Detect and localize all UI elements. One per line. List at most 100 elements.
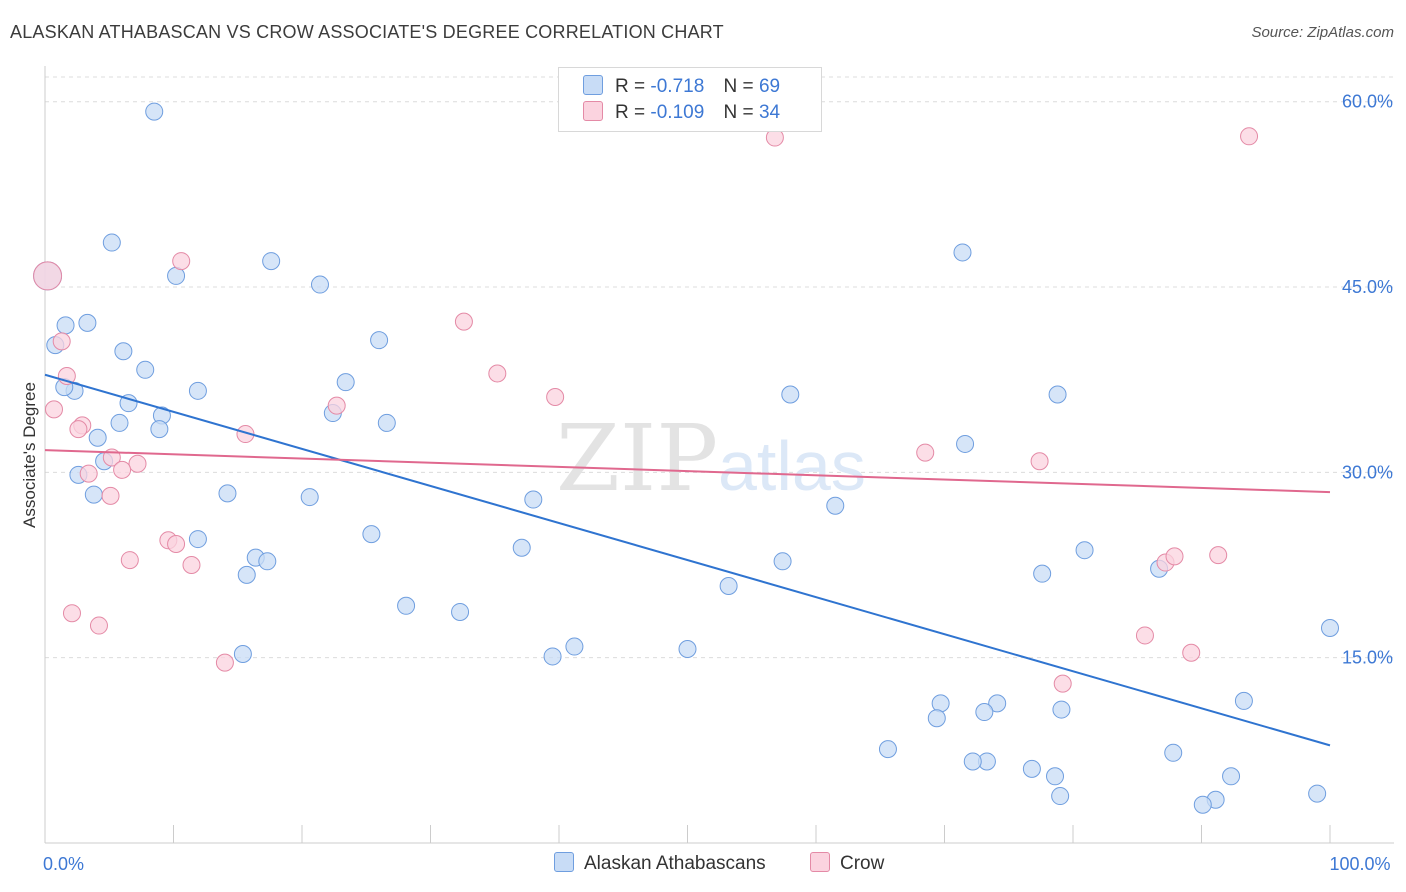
athabascan-point <box>1048 385 1067 404</box>
athabascan-point <box>975 703 994 722</box>
stats-r-label: R = <box>615 102 646 123</box>
athabascan-point <box>1033 564 1052 583</box>
athabascan-point <box>878 740 897 759</box>
athabascan-point <box>963 752 982 771</box>
athabascan-point <box>300 488 319 507</box>
athabascan-point <box>1321 619 1339 638</box>
stats-row-crow: R = -0.109 N = 34 <box>583 101 780 125</box>
crow-point <box>101 486 120 505</box>
athabascan-point <box>1051 787 1070 806</box>
athabascan-point <box>218 484 237 503</box>
crow-trend-line <box>44 449 1331 494</box>
y-tick-label: 60.0% <box>1342 92 1393 112</box>
athabascan-point <box>136 360 155 379</box>
crow-point <box>182 556 201 575</box>
y-axis-label: Associate's Degree <box>20 382 39 528</box>
athabascan-point <box>988 694 1007 713</box>
crow-point <box>215 653 234 672</box>
athabascan-point <box>953 243 972 262</box>
athabascan-point <box>1222 767 1241 786</box>
athabascan-point <box>237 565 256 584</box>
crow-point <box>120 551 139 570</box>
legend-item-crow[interactable]: Crow <box>810 852 884 876</box>
crow-point <box>546 387 565 406</box>
athabascan-point <box>826 496 845 515</box>
legend-swatch-crow <box>810 852 830 872</box>
athabascan-point <box>543 647 562 666</box>
legend-item-athabascan[interactable]: Alaskan Athabascans <box>554 852 766 876</box>
crow-point <box>454 312 473 331</box>
athabascan-point <box>451 602 470 621</box>
athabascan-point <box>262 252 281 271</box>
trend-lines <box>44 373 1331 747</box>
athabascan-point <box>84 485 103 504</box>
athabascan-point <box>88 428 107 447</box>
crow-point <box>1209 546 1228 565</box>
crow-point <box>89 616 108 635</box>
data-points <box>33 102 1339 814</box>
crow-point <box>1135 626 1154 645</box>
athabascan-point <box>114 342 133 361</box>
stats-swatch-athabascan <box>583 75 603 95</box>
athabascan-point <box>188 530 207 549</box>
stats-swatch-crow <box>583 101 603 121</box>
athabascan-trend-line <box>44 373 1331 747</box>
legend-label-crow: Crow <box>840 853 885 874</box>
athabascan-point <box>565 637 584 656</box>
legend-label-athabascan: Alaskan Athabascans <box>584 853 766 874</box>
watermark-zip: ZIP <box>556 405 718 512</box>
crow-point <box>44 400 63 419</box>
athabascan-point <box>336 373 355 392</box>
y-tick-label: 45.0% <box>1342 277 1393 297</box>
stats-n-value: 34 <box>758 102 781 123</box>
tick-labels: 15.0% 30.0% 45.0% 60.0% 0.0% 100.0% <box>43 92 1393 874</box>
crow-point <box>79 464 98 483</box>
athabascan-point <box>678 640 697 659</box>
stats-r-value: -0.718 <box>650 76 705 97</box>
axes <box>44 66 1394 844</box>
y-tick-label: 30.0% <box>1342 462 1393 482</box>
crow-point <box>69 420 88 439</box>
legend-swatch-athabascan <box>554 852 574 872</box>
crow-point <box>172 252 191 271</box>
athabascan-point <box>1046 767 1065 786</box>
athabascan-point <box>1193 795 1212 814</box>
athabascan-point <box>102 233 121 252</box>
athabascan-point <box>773 552 792 571</box>
athabascan-point <box>719 577 738 596</box>
crow-point <box>1030 452 1049 471</box>
x-tick-label: 0.0% <box>43 854 84 874</box>
athabascan-point <box>233 644 252 663</box>
athabascan-point <box>397 596 416 615</box>
athabascan-point <box>956 434 975 453</box>
athabascan-point <box>1308 784 1327 803</box>
crow-point <box>488 364 507 383</box>
athabascan-point <box>781 385 800 404</box>
crow-point <box>1182 643 1201 662</box>
source-attribution: Source: ZipAtlas.com <box>1251 24 1394 41</box>
stats-n-value: 69 <box>758 76 781 97</box>
athabascan-point <box>524 490 543 509</box>
athabascan-point <box>362 525 381 544</box>
x-tick-label: 100.0% <box>1329 854 1390 874</box>
athabascan-point <box>1075 541 1094 560</box>
athabascan-point <box>512 538 531 557</box>
stats-box: R = -0.718 N = 69 R = -0.109 N = 34 <box>558 67 822 132</box>
crow-point <box>1165 547 1184 566</box>
athabascan-point <box>78 313 97 332</box>
crow-point <box>52 332 71 351</box>
chart-title: ALASKAN ATHABASCAN VS CROW ASSOCIATE'S D… <box>10 22 724 42</box>
stats-r-value: -0.109 <box>650 102 705 123</box>
stats-n-label: N = <box>723 76 754 97</box>
athabascan-point <box>377 413 396 432</box>
crow-point <box>167 535 186 554</box>
athabascan-point <box>1022 759 1041 778</box>
athabascan-point <box>110 413 129 432</box>
stats-n-label: N = <box>723 102 754 123</box>
athabascan-point <box>150 420 169 439</box>
athabascan-point <box>1234 691 1253 710</box>
stats-r-label: R = <box>615 76 646 97</box>
athabascan-point <box>145 102 164 121</box>
watermark: ZIP atlas <box>556 405 866 512</box>
